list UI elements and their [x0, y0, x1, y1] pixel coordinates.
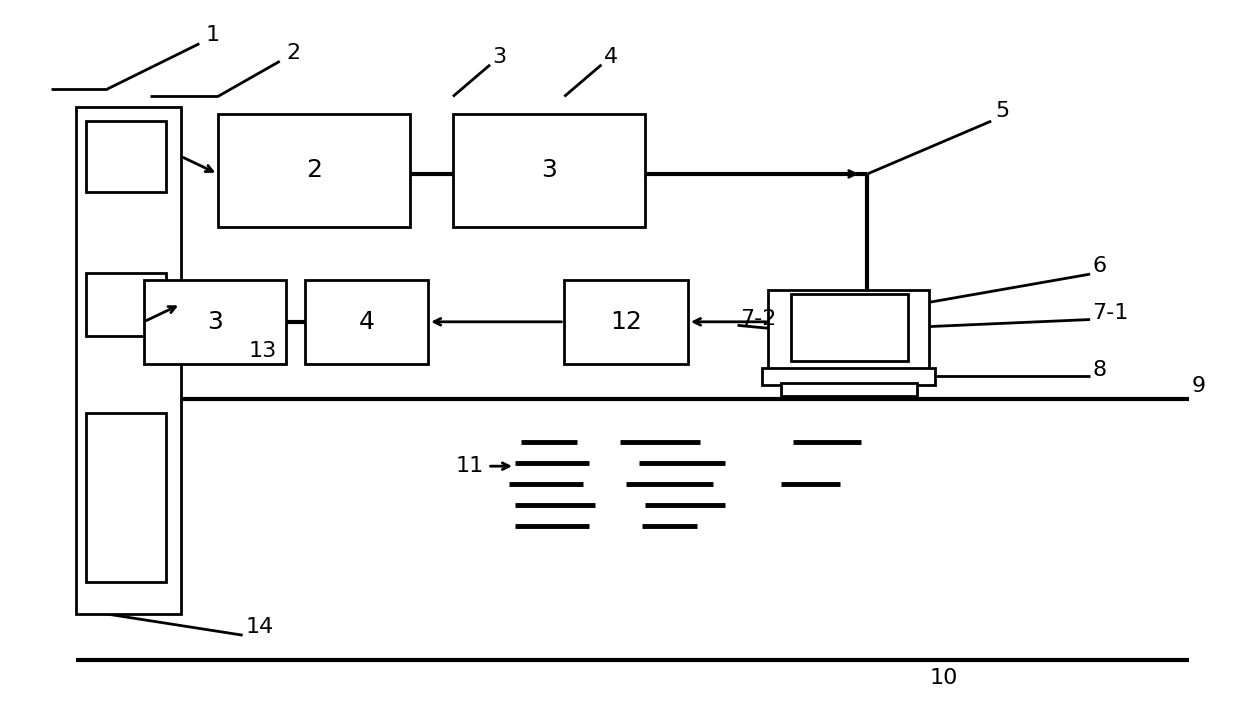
Text: 7-2: 7-2	[740, 309, 776, 329]
Text: 7-1: 7-1	[1092, 303, 1128, 323]
Text: 13: 13	[249, 341, 277, 361]
Bar	[86, 121, 166, 192]
Bar	[453, 114, 645, 227]
Text: 2: 2	[306, 158, 322, 182]
Text: 8: 8	[1092, 360, 1107, 380]
Text: 4: 4	[358, 310, 374, 334]
Text: 10: 10	[929, 668, 957, 688]
Text: 1: 1	[206, 25, 219, 45]
Bar	[781, 383, 916, 396]
Bar	[763, 368, 935, 385]
Text: 3: 3	[541, 158, 557, 182]
Bar	[769, 290, 929, 371]
Text: 14: 14	[246, 617, 273, 636]
Bar	[791, 293, 908, 361]
Bar	[76, 107, 181, 614]
Text: 3: 3	[492, 47, 507, 67]
Text: 2: 2	[286, 43, 300, 64]
Bar	[564, 279, 688, 364]
Bar	[86, 272, 166, 336]
Bar	[218, 114, 409, 227]
Text: 6: 6	[1092, 255, 1107, 276]
Text: 4: 4	[604, 47, 618, 67]
Bar	[305, 279, 428, 364]
Text: 9: 9	[1192, 375, 1205, 396]
Bar	[86, 414, 166, 583]
Text: 12: 12	[610, 310, 642, 334]
Text: 11: 11	[455, 456, 484, 477]
Text: 3: 3	[207, 310, 223, 334]
Text: 5: 5	[994, 101, 1009, 121]
Bar	[144, 279, 286, 364]
